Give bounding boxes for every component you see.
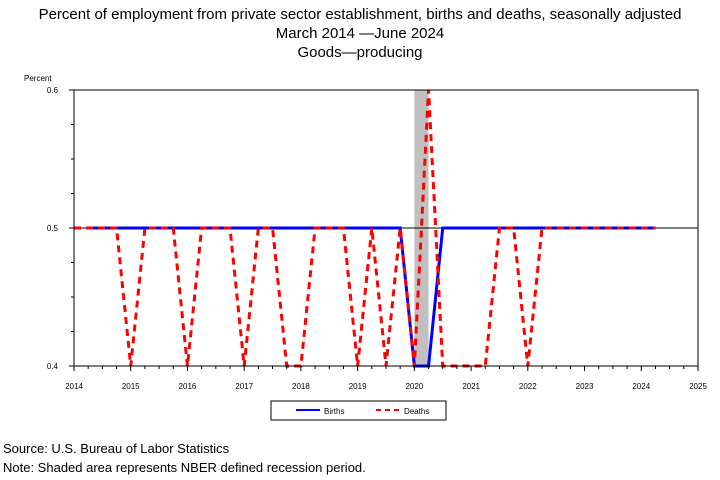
x-tick-label: 2025 bbox=[689, 382, 707, 391]
x-tick-label: 2020 bbox=[405, 382, 423, 391]
deaths-line bbox=[74, 89, 656, 368]
x-tick-label: 2024 bbox=[632, 382, 650, 391]
x-tick-label: 2023 bbox=[576, 382, 594, 391]
legend-deaths-label: Deaths bbox=[404, 407, 429, 416]
chart-title: Percent of employment from private secto… bbox=[38, 6, 682, 23]
y-tick-label: 0.5 bbox=[47, 224, 59, 233]
legend-births-label: Births bbox=[324, 407, 344, 416]
y-tick-label: 0.6 bbox=[47, 86, 59, 95]
x-tick-label: 2021 bbox=[462, 382, 480, 391]
x-tick-label: 2022 bbox=[519, 382, 537, 391]
x-tick-label: 2018 bbox=[292, 382, 310, 391]
axis-layer: 0.4 0.5 0.6 2014 2015 2016 2017 2018 2019 2020 202… bbox=[47, 86, 708, 391]
recession-note: Note: Shaded area represents NBER define… bbox=[3, 460, 366, 475]
births-line bbox=[88, 226, 656, 368]
x-tick-label: 2015 bbox=[122, 382, 140, 391]
legend: Births Deaths bbox=[270, 400, 447, 421]
line-chart: 0.4 0.5 0.6 2014 2015 2016 2017 2018 2019 2020 202… bbox=[24, 74, 708, 421]
y-axis-label: Percent bbox=[24, 74, 52, 83]
x-tick-label: 2017 bbox=[235, 382, 253, 391]
x-tick-label: 2019 bbox=[349, 382, 367, 391]
x-tick-label: 2014 bbox=[65, 382, 83, 391]
legend-box bbox=[270, 400, 447, 421]
source-note: Source: U.S. Bureau of Labor Statistics bbox=[3, 441, 230, 456]
series-layer bbox=[74, 89, 656, 368]
chart-subtitle-sector: Goods—producing bbox=[297, 44, 423, 61]
y-tick-label: 0.4 bbox=[47, 362, 59, 371]
chart-subtitle: March 2014 —June 2024 bbox=[275, 25, 445, 42]
x-tick-label: 2016 bbox=[179, 382, 197, 391]
